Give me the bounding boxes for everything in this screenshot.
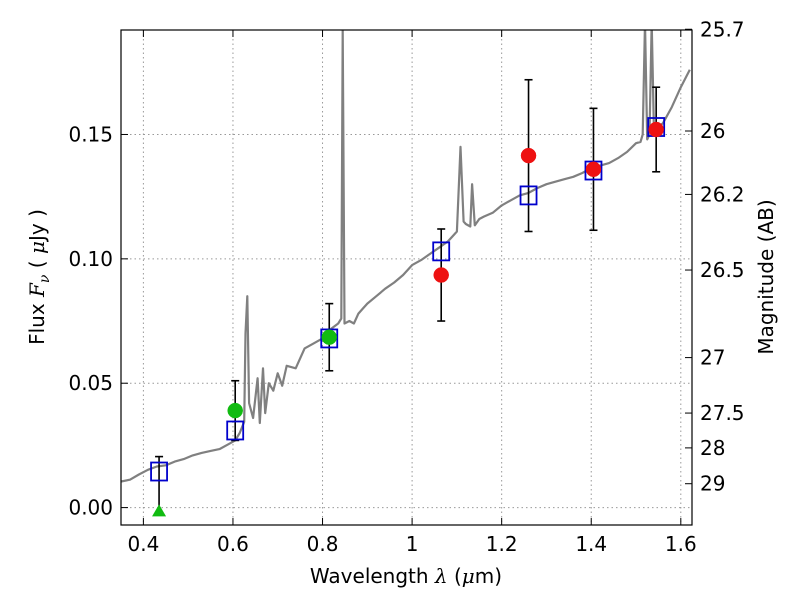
mag-tick-label: 29	[700, 472, 725, 496]
y2-axis-title: Magnitude (AB)	[754, 199, 778, 354]
plot-frame	[120, 29, 693, 526]
mag-tick-label: 26.2	[700, 182, 745, 206]
x-tick-label: 1	[406, 532, 419, 556]
mag-tick-label: 27.5	[700, 401, 745, 425]
x-tick-label: 1.6	[665, 532, 697, 556]
red-point	[520, 147, 537, 164]
series-layer	[121, 30, 691, 517]
ticks: 0.4 0.6 0.8 1 1.2 1.4 1.6 0.00 0.05 0.10 0.15 25.7 2…	[68, 17, 744, 556]
red-point	[648, 121, 664, 138]
x-axis-title: Wavelength λ (μm)	[310, 564, 502, 588]
mag-tick-label: 25.7	[700, 17, 745, 41]
green-point	[321, 329, 337, 345]
mag-tick-label: 28	[700, 436, 725, 460]
model-square	[584, 160, 603, 181]
red-point	[585, 161, 602, 178]
x-tick-label: 1.2	[486, 532, 518, 556]
y-tick-label: 0.15	[68, 122, 113, 146]
x-tick-label: 0.4	[127, 532, 159, 556]
grid	[121, 30, 692, 525]
y-tick-label: 0.10	[68, 247, 113, 271]
x-tick-label: 0.8	[307, 532, 339, 556]
upper-limit-triangle	[152, 504, 167, 517]
x-tick-label: 1.4	[575, 532, 607, 556]
model-square	[519, 185, 538, 206]
red-point	[433, 267, 449, 283]
y-tick-label: 0.05	[68, 371, 113, 395]
x-tick-label: 0.6	[217, 532, 249, 556]
mag-tick-label: 26	[700, 119, 725, 143]
plot-area	[121, 30, 692, 525]
mag-tick-label: 27	[700, 346, 725, 370]
y-tick-label: 0.00	[68, 496, 113, 520]
model-square	[150, 461, 168, 482]
model-square	[432, 241, 451, 262]
model-square	[320, 328, 339, 349]
y-axis-title: Flux Fν ( μJy )	[25, 209, 53, 345]
model-square	[226, 420, 245, 441]
mag-tick-label: 26.5	[700, 258, 745, 282]
green-point	[227, 402, 243, 419]
